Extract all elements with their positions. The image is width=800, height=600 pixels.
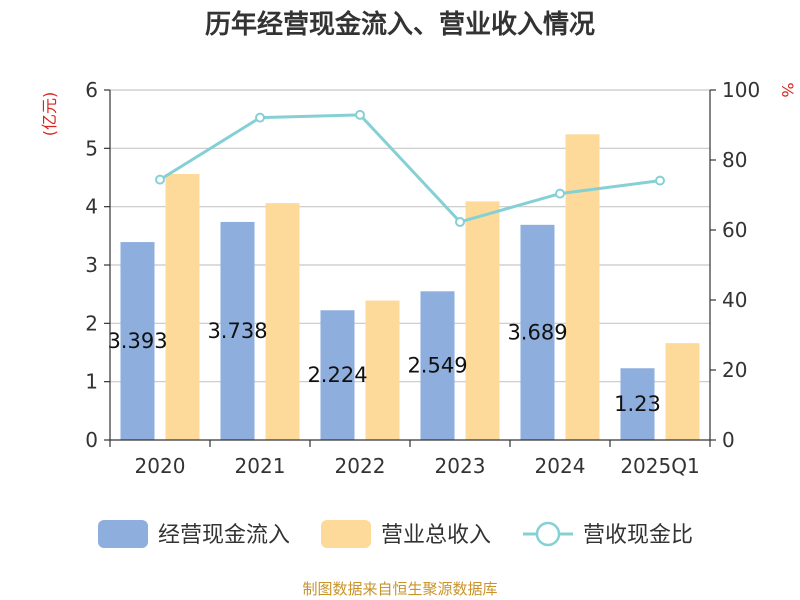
- bar-cash-inflow: [320, 310, 355, 440]
- x-tick-label: 2024: [535, 454, 586, 478]
- ratio-point: [455, 216, 465, 227]
- bar-revenue: [565, 134, 600, 441]
- bar-cash-inflow: [420, 291, 455, 440]
- line-layer: [155, 109, 665, 227]
- y-right-tick-label: 100: [722, 78, 760, 102]
- y-left-unit: (亿元): [40, 92, 59, 137]
- bar-revenue: [365, 300, 400, 440]
- x-tick-label: 2023: [435, 454, 486, 478]
- y-left-tick-label: 6: [85, 78, 98, 102]
- data-labels-layer: 3.393 3.738 2.224 2.549 3.689 1.23: [107, 319, 660, 416]
- legend-ratio-swatch-marker: [535, 521, 561, 547]
- x-tick-label: 2022: [335, 454, 386, 478]
- bar-cash-inflow: [520, 224, 555, 440]
- ratio-line: [159, 113, 661, 224]
- legend-revenue-swatch: [321, 520, 371, 548]
- y-right-tick-label: 40: [722, 288, 747, 312]
- ratio-point: [555, 188, 565, 199]
- grid-lines: [110, 89, 710, 383]
- y-right-tick-label: 60: [722, 218, 747, 242]
- legend-revenue-label: 营业总收入: [381, 523, 491, 548]
- y-left-tick-label: 2: [85, 311, 98, 335]
- y-right-tick-label: 20: [722, 358, 747, 382]
- bar-cash-inflow: [220, 221, 255, 440]
- ratio-point: [255, 112, 265, 123]
- legend-cash-inflow-label: 经营现金流入: [158, 523, 290, 548]
- y-left-tick-label: 1: [85, 370, 98, 394]
- bar-data-label: 2.224: [307, 363, 367, 387]
- ratio-point: [355, 109, 365, 120]
- legend-cash-inflow-swatch: [98, 520, 148, 548]
- y-right-tick-label: 80: [722, 148, 747, 172]
- y-left-tick-label: 0: [85, 428, 98, 452]
- x-tick-label: 2025Q1: [620, 454, 699, 478]
- legend: 经营现金流入 营业总收入 营收现金比: [98, 520, 693, 548]
- y-left-tick-label: 3: [85, 253, 98, 277]
- ratio-point: [655, 175, 665, 186]
- y-right-tick-label: 0: [722, 428, 735, 452]
- bar-data-label: 3.689: [507, 320, 567, 344]
- ratio-point: [155, 174, 165, 185]
- y-left-tick-label: 4: [85, 195, 98, 219]
- bars-layer: [120, 134, 700, 441]
- y-left-tick-label: 5: [85, 136, 98, 160]
- bar-data-label: 3.393: [107, 329, 167, 353]
- bar-cash-inflow: [620, 368, 655, 440]
- legend-ratio-label: 营收现金比: [583, 523, 693, 548]
- bar-data-label: 3.738: [207, 319, 267, 343]
- bar-data-label: 2.549: [407, 354, 467, 378]
- chart-title: 历年经营现金流入、营业收入情况: [205, 9, 595, 40]
- bar-revenue: [265, 203, 300, 440]
- x-tick-label: 2021: [235, 454, 286, 478]
- bar-revenue: [165, 174, 200, 440]
- bar-data-label: 1.23: [614, 392, 661, 416]
- bar-revenue: [665, 343, 700, 440]
- bar-cash-inflow: [120, 242, 155, 440]
- source-note: 制图数据来自恒生聚源数据库: [302, 580, 497, 598]
- y-right-unit: %: [778, 82, 797, 97]
- x-tick-label: 2020: [135, 454, 186, 478]
- bar-revenue: [465, 201, 500, 440]
